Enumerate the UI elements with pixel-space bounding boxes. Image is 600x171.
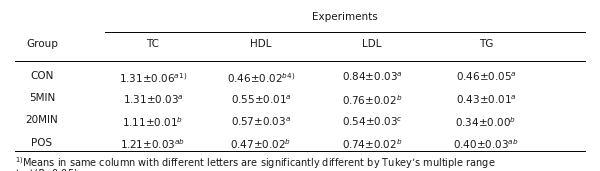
Text: Group: Group [26,39,58,49]
Text: 1.31±0.03$^{a}$: 1.31±0.03$^{a}$ [122,93,184,106]
Text: 0.55±0.01$^{a}$: 0.55±0.01$^{a}$ [230,93,292,106]
Text: 0.84±0.03$^{a}$: 0.84±0.03$^{a}$ [341,71,403,83]
Text: 0.74±0.02$^{b}$: 0.74±0.02$^{b}$ [342,138,402,152]
Text: POS: POS [31,138,53,148]
Text: 1.11±0.01$^{b}$: 1.11±0.01$^{b}$ [122,115,184,129]
Text: 0.46±0.02$^{b4)}$: 0.46±0.02$^{b4)}$ [227,71,295,85]
Text: 1.31±0.06$^{a1)}$: 1.31±0.06$^{a1)}$ [119,71,187,85]
Text: 20MIN: 20MIN [26,115,58,125]
Text: TG: TG [479,39,493,49]
Text: 0.47±0.02$^{b}$: 0.47±0.02$^{b}$ [230,138,292,152]
Text: $^{1)}$Means in same column with different letters are significantly different b: $^{1)}$Means in same column with differe… [15,155,496,170]
Text: 0.43±0.01$^{a}$: 0.43±0.01$^{a}$ [455,93,517,106]
Text: TC: TC [146,39,160,49]
Text: HDL: HDL [250,39,272,49]
Text: 0.46±0.05$^{a}$: 0.46±0.05$^{a}$ [455,71,517,83]
Text: Experiments: Experiments [312,12,378,22]
Text: 1.21±0.03$^{ab}$: 1.21±0.03$^{ab}$ [121,138,185,152]
Text: 0.34±0.00$^{b}$: 0.34±0.00$^{b}$ [455,115,517,129]
Text: 0.40±0.03$^{ab}$: 0.40±0.03$^{ab}$ [453,138,519,152]
Text: 0.57±0.03$^{a}$: 0.57±0.03$^{a}$ [231,115,291,128]
Text: 0.76±0.02$^{b}$: 0.76±0.02$^{b}$ [342,93,402,107]
Text: LDL: LDL [362,39,382,49]
Text: 5MIN: 5MIN [29,93,55,103]
Text: CON: CON [31,71,53,81]
Text: test($\it{P}$<0.05).: test($\it{P}$<0.05). [15,167,81,171]
Text: 0.54±0.03$^{c}$: 0.54±0.03$^{c}$ [341,115,403,128]
